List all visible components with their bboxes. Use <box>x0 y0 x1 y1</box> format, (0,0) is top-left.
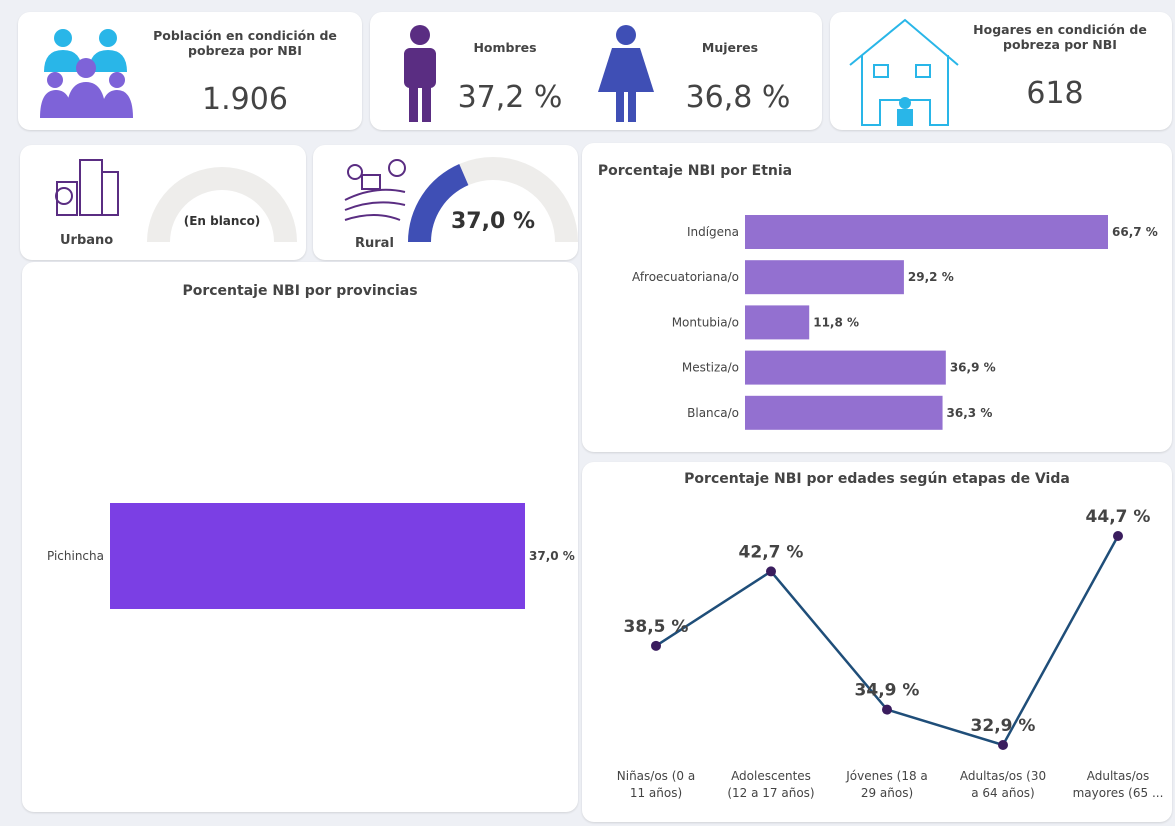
kpi-value: 36,8 % <box>685 80 791 115</box>
bar <box>745 395 943 430</box>
value-label: 42,7 % <box>739 542 804 562</box>
marker <box>882 704 892 715</box>
marker <box>766 566 776 577</box>
card <box>370 12 822 130</box>
category-label: Pichincha <box>47 549 104 563</box>
value-label: 38,5 % <box>624 617 689 637</box>
people-icon <box>40 29 133 118</box>
chart-title: Porcentaje NBI por provincias <box>182 283 417 299</box>
marker <box>651 640 661 651</box>
man-icon <box>404 25 436 122</box>
kpi-value: 1.906 <box>202 82 288 117</box>
value-label: 32,9 % <box>971 716 1036 736</box>
gauge-label: Urbano <box>60 233 113 248</box>
marker <box>1113 531 1123 541</box>
kpi-value: 618 <box>1026 76 1084 111</box>
chart-title: Porcentaje NBI por Etnia <box>598 163 792 179</box>
value-label: 29,2 % <box>908 270 954 284</box>
category-label: Adolescentes (12 a 17 años) <box>727 769 815 800</box>
chart-title: Porcentaje NBI por edades según etapas d… <box>684 471 1070 487</box>
bar <box>745 305 810 340</box>
kpi-title: Hogares en condición de pobreza por NBI <box>973 22 1147 52</box>
bar <box>110 503 525 609</box>
woman-icon <box>598 25 654 122</box>
gauge-track <box>147 167 297 242</box>
city-icon <box>55 159 119 216</box>
value-label: 11,8 % <box>813 315 859 329</box>
category-label: Niñas/os (0 a 11 años) <box>616 769 696 800</box>
bar <box>745 350 946 385</box>
value-label: 34,9 % <box>855 681 920 701</box>
value-label: 44,7 % <box>1086 507 1151 527</box>
kpi-value: 37,2 % <box>457 80 563 115</box>
category-label: Montubia/o <box>672 315 739 329</box>
category-label: Mestiza/o <box>682 361 739 375</box>
value-label: 36,3 % <box>947 406 993 420</box>
bar <box>745 215 1108 249</box>
card <box>313 145 578 260</box>
category-label: Jóvenes (18 a 29 años) <box>846 769 928 800</box>
bar <box>745 260 904 295</box>
category-label: Adultas/os mayores (65 ... <box>1072 769 1164 800</box>
value-label: 36,9 % <box>950 361 996 375</box>
value-label: 66,7 % <box>1112 225 1158 239</box>
farm-icon <box>344 159 406 221</box>
gauge-fill <box>408 163 469 242</box>
kpi-label: Mujeres <box>701 40 759 55</box>
category-label: Adultas/os (30 a 64 años) <box>959 769 1047 800</box>
card <box>582 462 1172 822</box>
kpi-title: Población en condición de pobreza por NB… <box>153 28 337 58</box>
category-label: Blanca/o <box>687 406 739 420</box>
gauge-label: Rural <box>355 236 394 251</box>
category-label: Afroecuatoriana/o <box>632 270 739 284</box>
gauge-value: (En blanco) <box>184 214 261 228</box>
value-label: 37,0 % <box>529 549 575 563</box>
gauge-value: 37,0 % <box>451 209 535 234</box>
marker <box>998 740 1008 750</box>
kpi-label: Hombres <box>473 40 537 55</box>
category-label: Indígena <box>687 225 739 239</box>
house-icon <box>849 18 959 126</box>
